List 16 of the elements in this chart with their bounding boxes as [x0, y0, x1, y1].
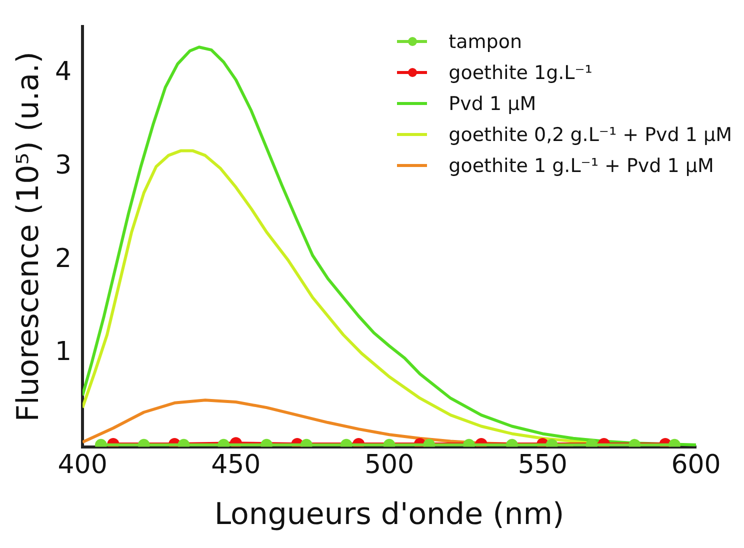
legend-label: goethite 1g.L⁻¹ — [448, 62, 592, 84]
y-axis-title: Fluorescence (10⁵) (u.a.) — [10, 52, 46, 422]
x-tick-label: 550 — [518, 450, 568, 480]
x-axis-title: Longueurs d'onde (nm) — [214, 496, 564, 532]
x-tick-label: 400 — [58, 450, 108, 480]
x-tick-label: 500 — [364, 450, 414, 480]
y-tick-label: 2 — [54, 244, 72, 274]
y-tick-label: 1 — [54, 337, 72, 368]
legend-label: Pvd 1 µM — [448, 92, 536, 114]
y-tick-label: 3 — [54, 150, 72, 180]
x-tick-label: 600 — [671, 450, 721, 480]
legend-label: goethite 1 g.L⁻¹ + Pvd 1 µM — [448, 154, 714, 176]
x-tick-label: 450 — [211, 450, 261, 480]
legend-label: tampon — [448, 30, 522, 52]
legend-label: goethite 0,2 g.L⁻¹ + Pvd 1 µM — [448, 124, 732, 146]
y-tick-label: 4 — [54, 57, 72, 88]
